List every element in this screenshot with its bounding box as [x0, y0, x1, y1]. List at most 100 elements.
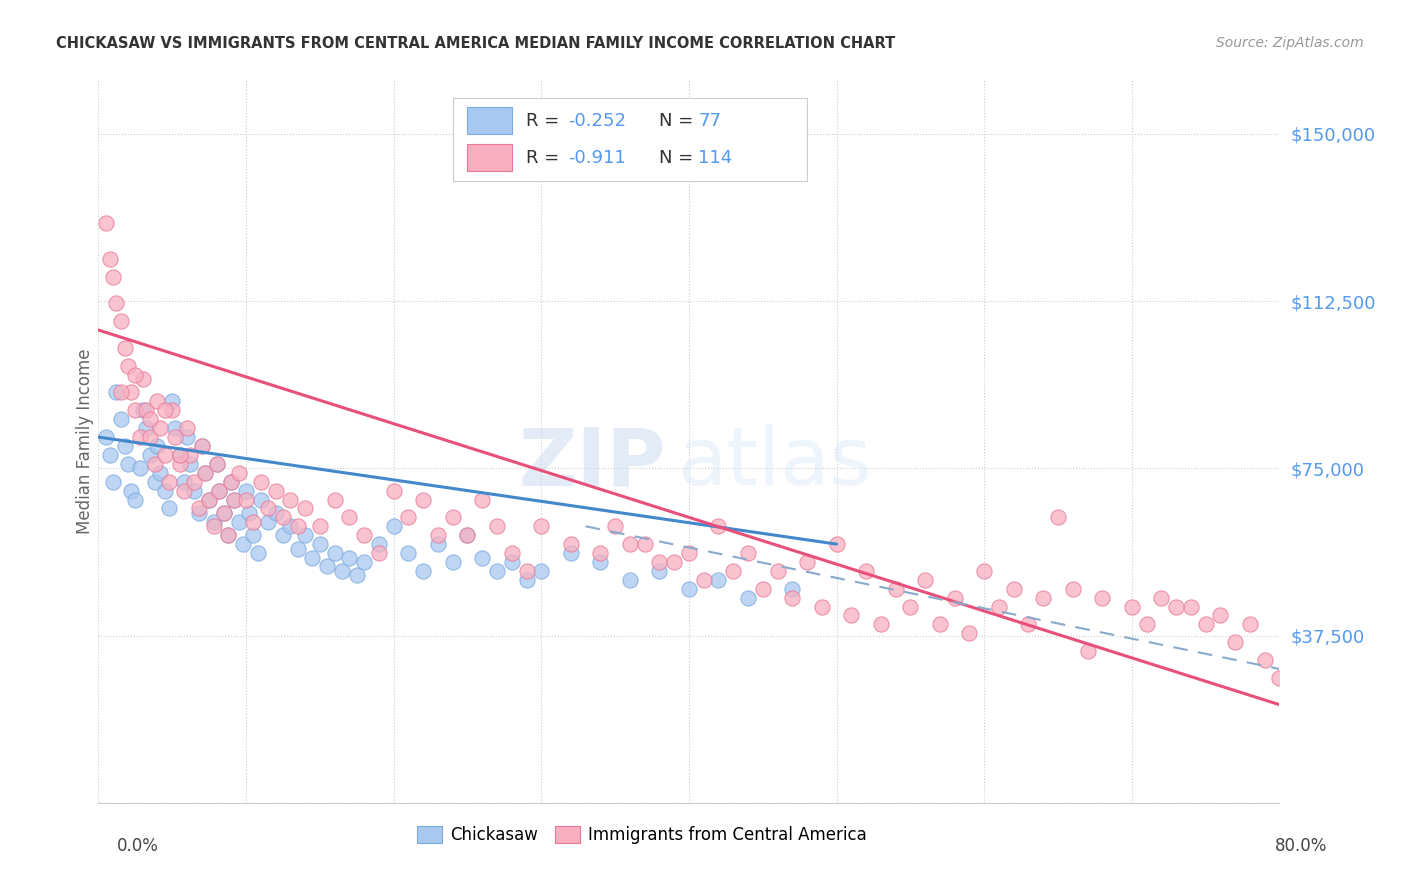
- Point: [110, 412, 132, 426]
- Point: [124, 492, 146, 507]
- Point: [737, 546, 759, 560]
- Point: [187, 501, 209, 516]
- Point: [294, 528, 316, 542]
- Point: [988, 599, 1011, 614]
- Point: [146, 439, 169, 453]
- Point: [782, 591, 804, 605]
- Point: [183, 475, 205, 489]
- Point: [766, 564, 789, 578]
- Point: [228, 515, 250, 529]
- Point: [382, 483, 405, 498]
- Point: [135, 403, 157, 417]
- Point: [1121, 599, 1143, 614]
- Point: [900, 599, 922, 614]
- Point: [212, 506, 235, 520]
- Point: [959, 626, 981, 640]
- Point: [398, 546, 420, 560]
- Point: [723, 564, 745, 578]
- Point: [752, 582, 775, 596]
- Point: [323, 492, 346, 507]
- Point: [280, 492, 302, 507]
- Point: [301, 550, 323, 565]
- Point: [183, 483, 205, 498]
- Point: [103, 475, 125, 489]
- Point: [619, 537, 641, 551]
- Point: [208, 483, 231, 498]
- Point: [1195, 617, 1218, 632]
- Point: [94, 216, 117, 230]
- Point: [309, 519, 332, 533]
- Point: [271, 528, 294, 542]
- Point: [224, 492, 246, 507]
- Point: [117, 359, 139, 373]
- Point: [224, 492, 246, 507]
- FancyBboxPatch shape: [467, 144, 512, 171]
- Point: [169, 448, 191, 462]
- Point: [1239, 617, 1261, 632]
- Point: [1268, 671, 1291, 685]
- Point: [346, 568, 368, 582]
- Point: [589, 546, 612, 560]
- Point: [501, 555, 523, 569]
- Point: [194, 466, 217, 480]
- Point: [124, 368, 146, 382]
- Point: [217, 528, 239, 542]
- Point: [257, 515, 280, 529]
- Point: [221, 475, 243, 489]
- Point: [678, 582, 700, 596]
- Point: [560, 546, 582, 560]
- Legend: Chickasaw, Immigrants from Central America: Chickasaw, Immigrants from Central Ameri…: [408, 817, 875, 852]
- Point: [457, 528, 479, 542]
- Point: [634, 537, 657, 551]
- Point: [110, 314, 132, 328]
- Point: [105, 296, 128, 310]
- Text: Source: ZipAtlas.com: Source: ZipAtlas.com: [1216, 36, 1364, 50]
- Point: [294, 501, 316, 516]
- Point: [264, 506, 287, 520]
- Y-axis label: Median Family Income: Median Family Income: [76, 349, 94, 534]
- Point: [94, 430, 117, 444]
- Point: [146, 394, 169, 409]
- Point: [250, 475, 273, 489]
- Point: [128, 430, 150, 444]
- Point: [153, 448, 176, 462]
- Text: atlas: atlas: [678, 425, 872, 502]
- Point: [143, 457, 166, 471]
- Text: -0.911: -0.911: [568, 149, 626, 167]
- Point: [1166, 599, 1188, 614]
- Point: [169, 448, 191, 462]
- Point: [605, 519, 627, 533]
- Point: [398, 510, 420, 524]
- Point: [117, 457, 139, 471]
- Point: [98, 448, 121, 462]
- Point: [157, 501, 180, 516]
- Point: [530, 519, 553, 533]
- Point: [139, 412, 162, 426]
- FancyBboxPatch shape: [467, 107, 512, 135]
- Point: [212, 506, 235, 520]
- Point: [914, 573, 936, 587]
- Point: [287, 541, 309, 556]
- Point: [264, 483, 287, 498]
- Point: [486, 564, 509, 578]
- Point: [427, 537, 450, 551]
- Point: [208, 483, 231, 498]
- Point: [202, 515, 225, 529]
- Point: [589, 555, 612, 569]
- Point: [191, 439, 214, 453]
- Point: [235, 492, 257, 507]
- Point: [825, 537, 848, 551]
- Point: [257, 501, 280, 516]
- Point: [530, 564, 553, 578]
- Point: [120, 385, 142, 400]
- Point: [176, 430, 198, 444]
- Point: [103, 269, 125, 284]
- Point: [120, 483, 142, 498]
- Point: [486, 519, 509, 533]
- Point: [1225, 635, 1247, 649]
- Point: [205, 457, 228, 471]
- Point: [124, 403, 146, 417]
- Point: [169, 457, 191, 471]
- Point: [132, 372, 155, 386]
- Point: [238, 506, 260, 520]
